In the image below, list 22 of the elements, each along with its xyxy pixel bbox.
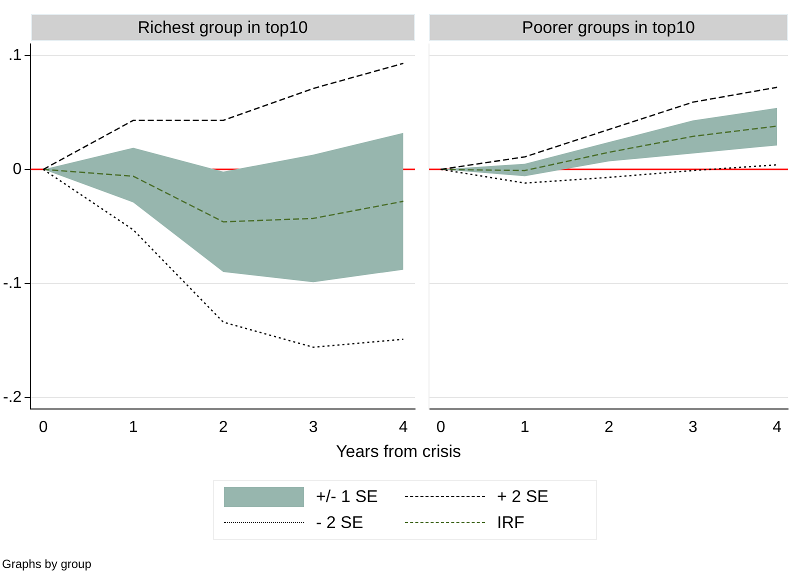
x-tick-label: 1 <box>128 418 138 436</box>
legend-label: IRF <box>497 513 524 533</box>
legend-label: - 2 SE <box>316 513 364 533</box>
y-tick-label: .1 <box>8 46 22 64</box>
x-tick-label: 3 <box>308 418 318 436</box>
x-tick-label: 4 <box>398 418 408 436</box>
y-tick-label: -.1 <box>3 274 22 292</box>
chart-title: Richest group in top10 <box>30 14 415 41</box>
x-tick-label: 0 <box>436 418 446 436</box>
x-tick-label: 3 <box>688 418 698 436</box>
y-tick-label: 0 <box>12 160 22 178</box>
chart-title: Poorer groups in top10 <box>429 14 788 41</box>
y-tick-label: -.2 <box>3 388 22 406</box>
x-axis-title: Years from crisis <box>334 442 462 462</box>
legend-label: + 2 SE <box>497 487 549 507</box>
x-tick-label: 1 <box>520 418 530 436</box>
x-tick-label: 0 <box>38 418 48 436</box>
x-tick-label: 4 <box>772 418 782 436</box>
x-tick-label: 2 <box>218 418 228 436</box>
x-tick-label: 2 <box>604 418 614 436</box>
legend-label: +/- 1 SE <box>316 487 378 507</box>
text: Graphs by group <box>2 557 92 571</box>
